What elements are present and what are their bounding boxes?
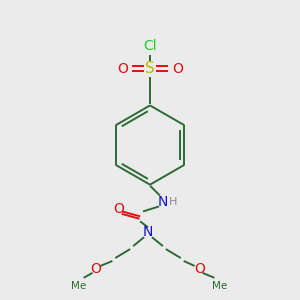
Text: O: O bbox=[90, 262, 101, 276]
Text: O: O bbox=[117, 62, 128, 76]
Text: O: O bbox=[113, 202, 124, 216]
Text: Cl: Cl bbox=[143, 39, 157, 53]
Text: S: S bbox=[145, 61, 155, 76]
Text: Me: Me bbox=[212, 281, 227, 291]
Text: N: N bbox=[158, 194, 168, 208]
Text: Me: Me bbox=[71, 281, 86, 291]
Text: N: N bbox=[143, 225, 153, 239]
Text: O: O bbox=[172, 62, 183, 76]
Text: H: H bbox=[169, 196, 177, 206]
Text: O: O bbox=[194, 262, 205, 276]
